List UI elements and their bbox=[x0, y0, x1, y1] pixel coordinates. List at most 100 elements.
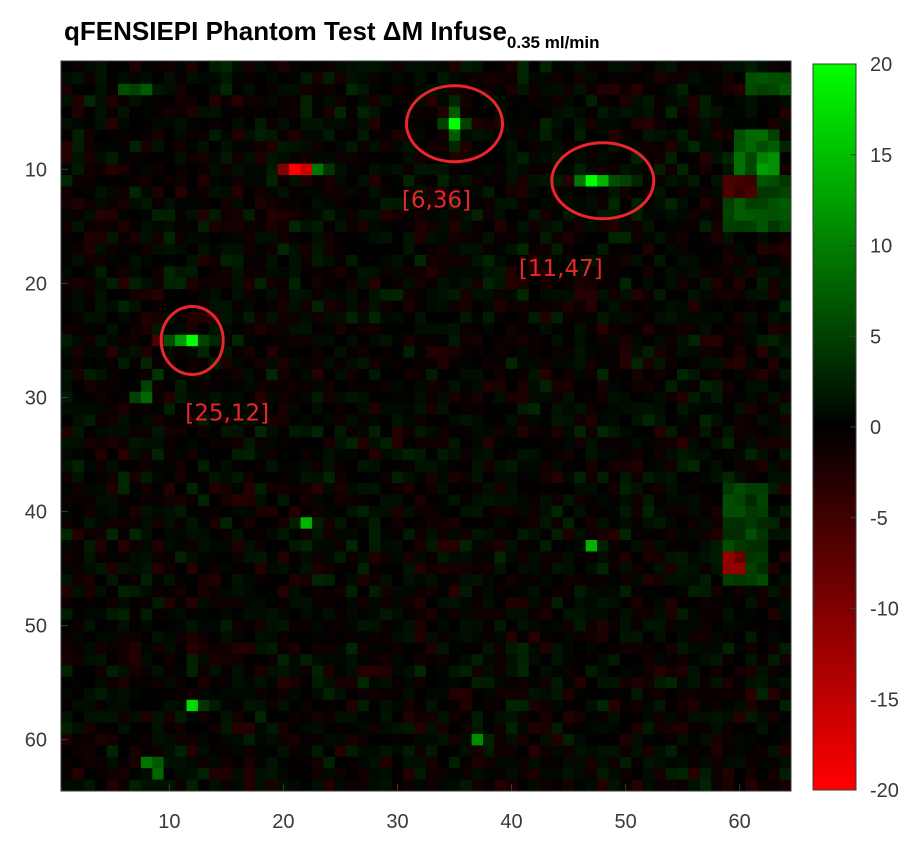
heatmap-cell bbox=[289, 95, 301, 108]
heatmap-cell bbox=[437, 676, 450, 689]
heatmap-cell bbox=[642, 483, 655, 495]
heatmap-cell bbox=[437, 722, 450, 735]
heatmap-cell bbox=[585, 768, 598, 780]
heatmap-cell bbox=[551, 289, 564, 301]
heatmap-cell bbox=[642, 300, 655, 313]
heatmap-cell bbox=[608, 163, 621, 176]
heatmap-cell bbox=[711, 186, 723, 199]
heatmap-cell bbox=[517, 346, 530, 358]
heatmap-cell bbox=[460, 608, 473, 621]
heatmap-cell bbox=[756, 711, 769, 723]
heatmap-cell bbox=[448, 437, 461, 450]
heatmap-cell bbox=[368, 334, 381, 347]
heatmap-cell bbox=[140, 391, 153, 404]
heatmap-cell bbox=[688, 528, 701, 541]
heatmap-cell bbox=[745, 403, 758, 415]
heatmap-cell bbox=[768, 61, 780, 73]
heatmap-cell bbox=[460, 585, 473, 598]
heatmap-cell bbox=[209, 163, 222, 176]
heatmap-cell bbox=[277, 654, 290, 666]
heatmap-cell bbox=[414, 391, 427, 404]
heatmap-cell bbox=[711, 277, 723, 290]
heatmap-cell bbox=[357, 745, 370, 758]
heatmap-cell bbox=[368, 346, 381, 358]
heatmap-cell bbox=[722, 186, 735, 199]
heatmap-cell bbox=[505, 688, 518, 701]
heatmap-cell bbox=[517, 277, 530, 290]
heatmap-cell bbox=[699, 631, 712, 644]
heatmap-cell bbox=[642, 220, 655, 233]
heatmap-cell bbox=[300, 437, 313, 450]
heatmap-cell bbox=[665, 266, 678, 279]
heatmap-cell bbox=[483, 460, 495, 473]
heatmap-cell bbox=[95, 72, 108, 85]
heatmap-cell bbox=[619, 642, 632, 655]
heatmap-cell bbox=[391, 414, 404, 427]
heatmap-cell bbox=[300, 528, 313, 541]
heatmap-cell bbox=[220, 106, 233, 119]
heatmap-cell bbox=[118, 540, 130, 552]
heatmap-cell bbox=[289, 528, 301, 541]
heatmap-cell bbox=[380, 528, 393, 541]
heatmap-cell bbox=[642, 608, 655, 621]
heatmap-cell bbox=[562, 95, 575, 108]
heatmap-cell bbox=[129, 551, 142, 564]
heatmap-cell bbox=[505, 106, 518, 119]
heatmap-cell bbox=[140, 722, 153, 735]
heatmap-cell bbox=[551, 83, 564, 96]
heatmap-cell bbox=[711, 403, 723, 415]
heatmap-cell bbox=[528, 243, 541, 256]
heatmap-cell bbox=[243, 197, 256, 210]
heatmap-cell bbox=[768, 391, 780, 404]
heatmap-cell bbox=[471, 756, 484, 769]
heatmap-cell bbox=[619, 163, 632, 176]
heatmap-cell bbox=[311, 745, 324, 758]
heatmap-cell bbox=[768, 562, 780, 575]
heatmap-cell bbox=[152, 779, 165, 792]
colorbar-tick-label: 10 bbox=[870, 236, 892, 258]
heatmap-cell bbox=[186, 254, 199, 267]
heatmap-cell bbox=[688, 266, 701, 279]
heatmap-cell bbox=[380, 642, 393, 655]
heatmap-cell bbox=[585, 733, 598, 746]
heatmap-cell bbox=[608, 83, 621, 96]
heatmap-cell bbox=[163, 232, 176, 244]
heatmap-cell bbox=[346, 688, 358, 701]
heatmap-cell bbox=[289, 289, 301, 301]
heatmap-cell bbox=[688, 756, 701, 769]
heatmap-cell bbox=[346, 562, 358, 575]
heatmap-cell bbox=[562, 779, 575, 792]
heatmap-cell bbox=[232, 243, 244, 256]
heatmap-cell bbox=[391, 232, 404, 244]
heatmap-cell bbox=[483, 699, 495, 712]
heatmap-cell bbox=[368, 528, 381, 541]
heatmap-cell bbox=[95, 460, 108, 473]
heatmap-cell bbox=[562, 357, 575, 370]
heatmap-cell bbox=[106, 733, 119, 746]
heatmap-cell bbox=[437, 619, 450, 632]
heatmap-cell bbox=[220, 95, 233, 108]
heatmap-cell bbox=[551, 357, 564, 370]
heatmap-cell bbox=[426, 665, 438, 678]
heatmap-cell bbox=[403, 140, 415, 153]
heatmap-cell bbox=[711, 106, 723, 119]
heatmap-cell bbox=[403, 380, 415, 393]
heatmap-cell bbox=[129, 232, 142, 244]
heatmap-cell bbox=[608, 494, 621, 507]
heatmap-cell bbox=[642, 505, 655, 518]
heatmap-cell bbox=[699, 745, 712, 758]
heatmap-cell bbox=[745, 186, 758, 199]
heatmap-cell bbox=[414, 368, 427, 381]
heatmap-cell bbox=[517, 403, 530, 415]
heatmap-cell bbox=[768, 346, 780, 358]
heatmap-cell bbox=[722, 699, 735, 712]
heatmap-cell bbox=[266, 631, 279, 644]
heatmap-cell bbox=[688, 254, 701, 267]
heatmap-cell bbox=[460, 540, 473, 552]
heatmap-cell bbox=[745, 95, 758, 108]
heatmap-cell bbox=[551, 186, 564, 199]
heatmap-cell bbox=[597, 323, 609, 336]
heatmap-cell bbox=[232, 106, 244, 119]
heatmap-cell bbox=[733, 585, 746, 598]
heatmap-cell bbox=[95, 277, 108, 290]
